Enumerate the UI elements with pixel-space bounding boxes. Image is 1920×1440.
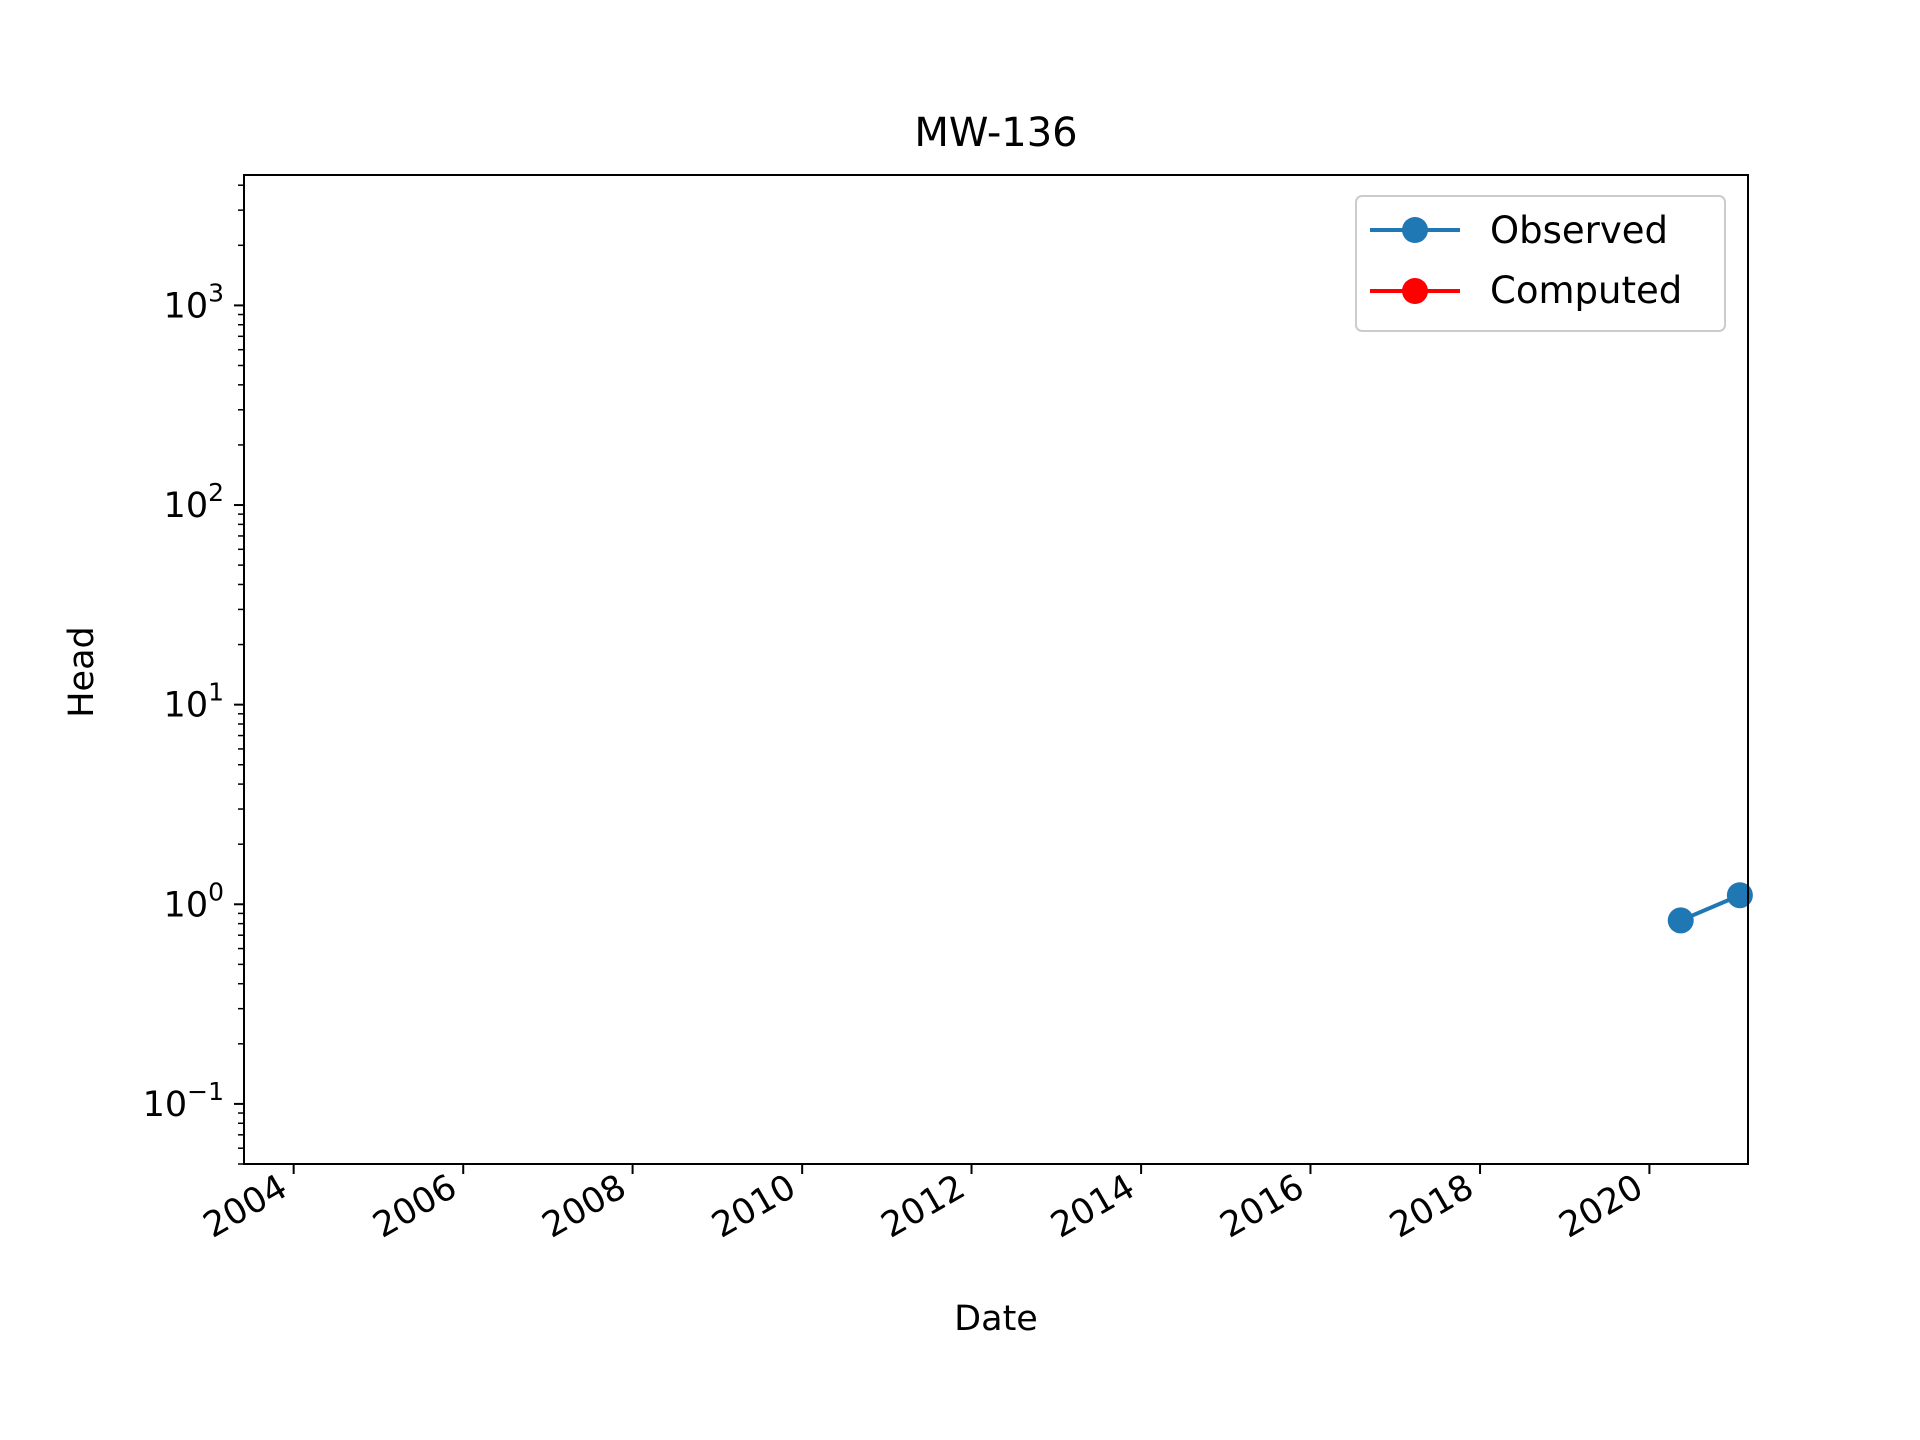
- y-tick-base: 10: [143, 1085, 188, 1125]
- legend-label-observed: Observed: [1490, 209, 1668, 252]
- legend-label-computed: Computed: [1490, 269, 1682, 312]
- data-point-observed: [1726, 882, 1753, 909]
- y-tick-exponent: 2: [208, 478, 224, 507]
- y-tick-label: 10−1: [143, 1077, 224, 1125]
- y-tick-exponent: −1: [187, 1077, 224, 1106]
- legend: Observed Computed: [1355, 195, 1726, 332]
- y-tick-exponent: 3: [208, 278, 224, 307]
- y-tick-exponent: 1: [208, 678, 224, 707]
- legend-marker-computed: [1402, 278, 1428, 304]
- y-tick-label: 103: [164, 278, 224, 326]
- y-tick-label: 101: [164, 678, 224, 726]
- y-tick-label: 100: [164, 877, 224, 925]
- y-tick-base: 10: [164, 286, 209, 326]
- data-point-observed: [1667, 907, 1694, 934]
- plot-frame: [243, 174, 1749, 1165]
- y-tick-base: 10: [164, 885, 209, 925]
- y-axis-label: Head: [62, 626, 102, 718]
- series-layer: [1667, 882, 1753, 934]
- y-tick-exponent: 0: [208, 877, 224, 906]
- y-tick-base: 10: [164, 686, 209, 726]
- x-axis-label: Date: [954, 1299, 1038, 1339]
- y-tick-label: 102: [164, 478, 224, 526]
- legend-marker-observed: [1402, 217, 1428, 243]
- chart-title: MW-136: [914, 110, 1077, 156]
- y-tick-base: 10: [164, 486, 209, 526]
